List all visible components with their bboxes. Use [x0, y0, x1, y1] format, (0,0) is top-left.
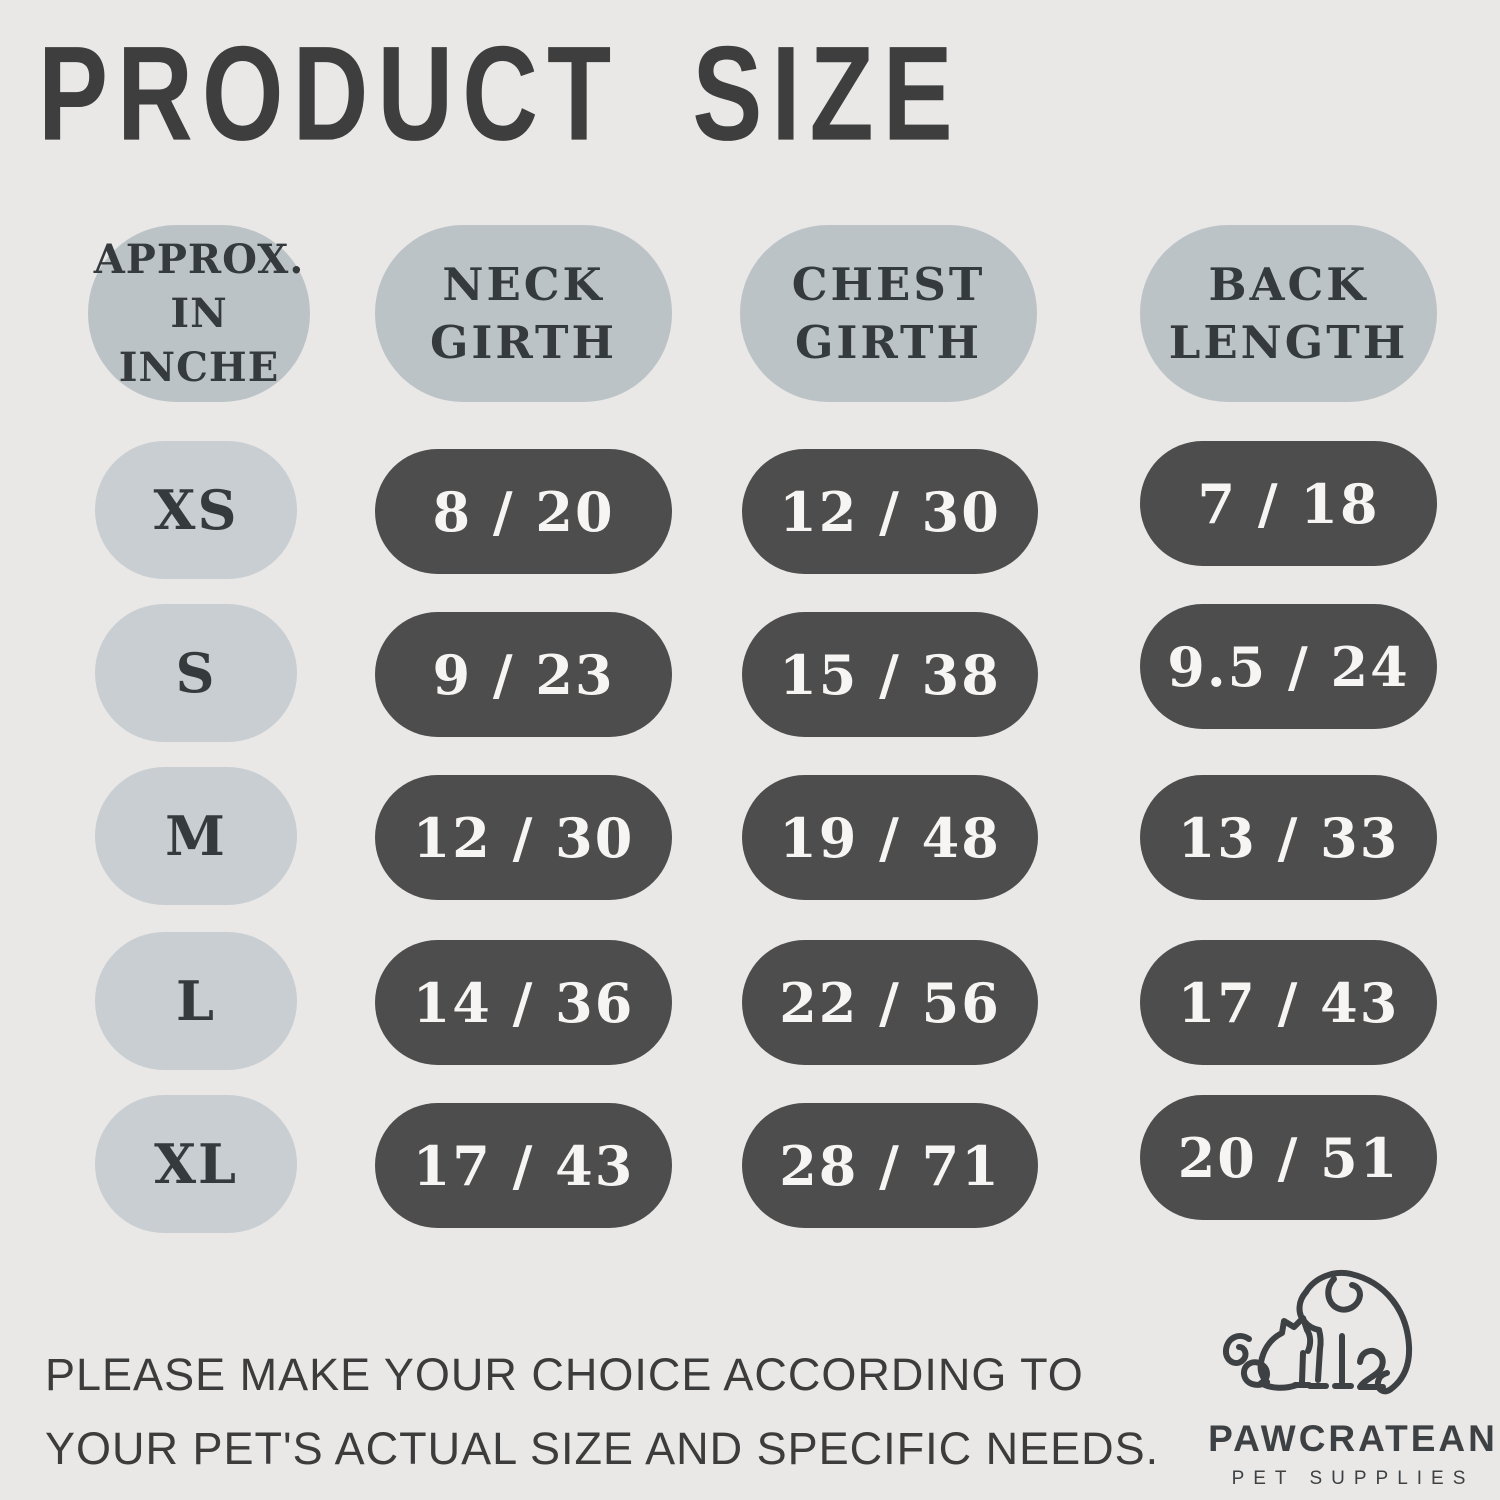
neck-girth-value-pill: 17 / 43 [375, 1103, 672, 1228]
table-row-l: L 14 / 36 22 / 56 17 / 43 [0, 932, 1500, 1072]
neck-girth-value-pill: 8 / 20 [375, 449, 672, 574]
header-line: APPROX. [93, 235, 305, 283]
size-disclaimer-note: PLEASE MAKE YOUR CHOICE ACCORDING TO YOU… [45, 1338, 1185, 1486]
header-cell-back-length: BACK LENGTH [1140, 225, 1437, 402]
disclaimer-line-1: PLEASE MAKE YOUR CHOICE ACCORDING TO [45, 1349, 1084, 1400]
page-title: PRODUCT SIZE [38, 19, 962, 170]
size-label-pill: XL [95, 1095, 297, 1233]
header-line: GIRTH [429, 315, 618, 369]
chest-girth-value-pill: 22 / 56 [742, 940, 1038, 1065]
size-label-pill: L [95, 932, 297, 1070]
back-length-value-pill: 9.5 / 24 [1140, 604, 1437, 729]
back-length-value-pill: 7 / 18 [1140, 441, 1437, 566]
header-cell-neck-girth: NECK GIRTH [375, 225, 672, 402]
table-row-m: M 12 / 30 19 / 48 13 / 33 [0, 767, 1500, 907]
table-row-xs: XS 8 / 20 12 / 30 7 / 18 [0, 441, 1500, 581]
header-line: BACK [1208, 257, 1369, 311]
header-line: LENGTH [1168, 315, 1409, 369]
header-line: NECK [442, 257, 605, 311]
size-label-pill: M [95, 767, 297, 905]
chest-girth-value-pill: 15 / 38 [742, 612, 1038, 737]
brand-logo: PAWCRATEAN PET SUPPLIES [1208, 1266, 1495, 1490]
brand-name: PAWCRATEAN [1208, 1418, 1498, 1459]
chest-girth-value-pill: 19 / 48 [742, 775, 1038, 900]
table-row-s: S 9 / 23 15 / 38 9.5 / 24 [0, 604, 1500, 744]
header-cell-approx-in-inche: APPROX. IN INCHE [88, 225, 310, 402]
size-label-pill: S [95, 604, 297, 742]
chest-girth-value-pill: 28 / 71 [742, 1103, 1038, 1228]
header-cell-chest-girth: CHEST GIRTH [740, 225, 1037, 402]
disclaimer-line-2: YOUR PET'S ACTUAL SIZE AND SPECIFIC NEED… [45, 1423, 1160, 1474]
neck-girth-value-pill: 14 / 36 [375, 940, 672, 1065]
chest-girth-value-pill: 12 / 30 [742, 449, 1038, 574]
header-line: IN INCHE [118, 289, 280, 391]
size-label-pill: XS [95, 441, 297, 579]
dog-and-cat-line-art-icon [1213, 1266, 1493, 1416]
neck-girth-value-pill: 12 / 30 [375, 775, 672, 900]
header-line: CHEST [791, 257, 986, 311]
brand-tagline: PET SUPPLIES [1231, 1468, 1475, 1489]
neck-girth-value-pill: 9 / 23 [375, 612, 672, 737]
back-length-value-pill: 20 / 51 [1140, 1095, 1437, 1220]
header-line: GIRTH [794, 315, 983, 369]
table-row-xl: XL 17 / 43 28 / 71 20 / 51 [0, 1095, 1500, 1235]
back-length-value-pill: 17 / 43 [1140, 940, 1437, 1065]
back-length-value-pill: 13 / 33 [1140, 775, 1437, 900]
